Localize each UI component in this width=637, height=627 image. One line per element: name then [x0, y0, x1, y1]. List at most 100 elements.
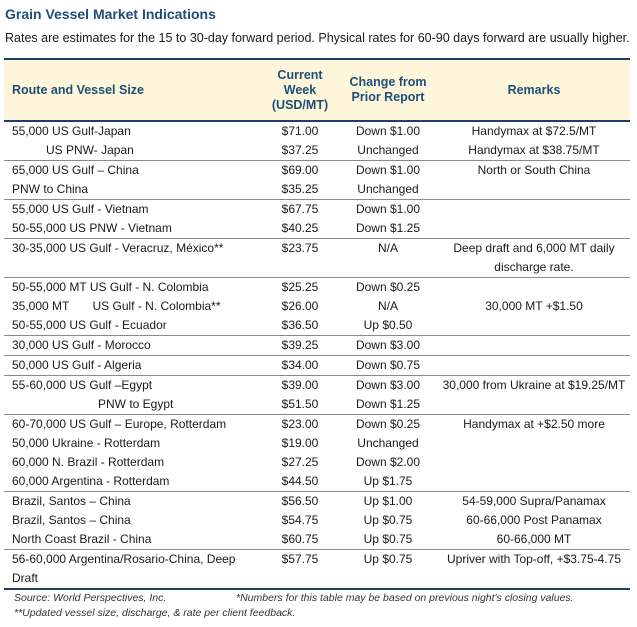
price-cell: $71.00 — [262, 120, 338, 141]
table-row: 60,000 Argentina - Rotterdam $44.50 Up $1.… — [4, 472, 630, 492]
route-cell: 60-70,000 US Gulf – Europe, Rotterdam — [4, 414, 262, 434]
route-cell: 55,000 US Gulf - Vietnam — [4, 199, 262, 219]
table-row: 60,000 N. Brazil - Rotterdam $27.25 Down $… — [4, 453, 630, 472]
footer-source: Source: World Perspectives, Inc. — [14, 592, 167, 604]
remark-cell: 30,000 from Ukraine at $19.25/MT — [438, 375, 630, 395]
remark-cell — [438, 316, 630, 336]
route-cell: 60,000 N. Brazil - Rotterdam — [12, 455, 165, 469]
remark-cell — [438, 453, 630, 472]
header-current-week: Current Week (USD/MT) — [262, 58, 338, 122]
price-cell: $69.00 — [262, 160, 338, 180]
remark-cell: Handymax at +$2.50 more — [438, 414, 630, 434]
price-cell: $19.00 — [281, 436, 319, 450]
route-cell: 35,000 MT US Gulf - N. Colombia** — [12, 299, 221, 313]
price-cell: $23.00 — [262, 414, 338, 434]
change-cell: Down $3.00 — [338, 375, 438, 395]
change-cell: Down $1.00 — [338, 160, 438, 180]
price-cell: $39.25 — [262, 335, 338, 356]
footer-note-2: **Updated vessel size, discharge, & rate… — [14, 607, 296, 619]
table-row: 50,000 US Gulf - Algeria $34.00 Down $0.75 — [4, 355, 630, 376]
change-cell: Up $0.75 — [363, 513, 413, 527]
table-row: 55-60,000 US Gulf –Egypt $39.00 Down $3.00… — [4, 375, 630, 395]
price-cell: $27.25 — [281, 455, 319, 469]
table-row: 60-70,000 US Gulf – Europe, Rotterdam $23… — [4, 414, 630, 434]
header-change: Change from Prior Report — [338, 58, 438, 122]
price-cell: $26.00 — [281, 299, 319, 313]
route-cell: PNW to Egypt — [98, 397, 174, 411]
change-cell: Down $1.25 — [355, 397, 421, 411]
header-route: Route and Vessel Size — [4, 58, 262, 122]
table-row: 30,000 US Gulf - Morocco $39.25 Down $3.00 — [4, 335, 630, 356]
table-row: 50-55,000 MT US Gulf - N. Colombia $25.25… — [4, 277, 630, 297]
price-cell: $35.25 — [281, 182, 319, 196]
price-cell: $40.25 — [281, 221, 319, 235]
footer-note-1: *Numbers for this table may be based on … — [236, 592, 574, 604]
change-cell: Up $0.75 — [363, 532, 413, 546]
price-cell: $67.75 — [262, 199, 338, 219]
table-row: 56-60,000 Argentina/Rosario-China, Deep … — [4, 549, 630, 590]
page-title: Grain Vessel Market Indications — [5, 6, 216, 22]
route-cell: 50,000 Ukraine - Rotterdam — [12, 436, 161, 450]
price-cell: $60.75 — [281, 532, 319, 546]
remark-cell: 54-59,000 Supra/Panamax — [438, 491, 630, 511]
route-cell: 30-35,000 US Gulf - Veracruz, México** — [4, 238, 262, 278]
route-cell: PNW to China — [12, 182, 89, 196]
remark-cell — [438, 199, 630, 219]
route-cell: 50,000 US Gulf - Algeria — [4, 355, 262, 376]
route-cell: 50-55,000 MT US Gulf - N. Colombia — [4, 277, 262, 297]
table-header-row: Route and Vessel Size Current Week (USD/… — [4, 58, 630, 122]
remark-cell — [438, 335, 630, 356]
route-cell: US PNW- Japan — [46, 143, 134, 157]
table-row: 50-55,000 US PNW - Vietnam $40.25 Down $1.… — [4, 219, 630, 239]
change-cell: Unchanged — [357, 436, 419, 450]
price-cell: $56.50 — [262, 491, 338, 511]
rates-table-wrapper: Route and Vessel Size Current Week (USD/… — [4, 58, 630, 590]
change-cell: Down $1.00 — [338, 120, 438, 141]
table-row: 55,000 US Gulf - Vietnam $67.75 Down $1.00 — [4, 199, 630, 219]
price-cell: $44.50 — [281, 474, 319, 488]
table-row: 50-55,000 US Gulf - Ecuador $36.50 Up $0.5… — [4, 316, 630, 336]
table-row: Brazil, Santos – China $54.75 Up $0.75 60-6… — [4, 511, 630, 530]
route-cell: 55-60,000 US Gulf –Egypt — [4, 375, 262, 395]
remark-cell: Upriver with Top-off, +$3.75-4.75 — [438, 549, 630, 590]
footer-line-1: Source: World Perspectives, Inc. *Number… — [14, 592, 574, 604]
route-cell: 56-60,000 Argentina/Rosario-China, Deep … — [4, 549, 262, 590]
route-cell: Brazil, Santos – China — [12, 513, 131, 527]
remark-cell: 30,000 MT +$1.50 — [485, 299, 583, 313]
remark-cell: Handymax at $72.5/MT — [438, 120, 630, 141]
price-cell: $25.25 — [262, 277, 338, 297]
remark-cell: North or South China — [438, 160, 630, 180]
route-cell: 50-55,000 US Gulf - Ecuador — [12, 318, 167, 332]
remark-cell — [438, 395, 630, 415]
remark-cell — [438, 355, 630, 376]
change-cell: Up $1.75 — [363, 474, 413, 488]
change-cell: Unchanged — [357, 143, 419, 157]
remark-cell: 60-66,000 Post Panamax — [466, 513, 602, 527]
change-cell: Unchanged — [357, 182, 419, 196]
price-cell: $54.75 — [281, 513, 319, 527]
table-row: Brazil, Santos – China $56.50 Up $1.00 54-5… — [4, 491, 630, 511]
route-cell: 60,000 Argentina - Rotterdam — [12, 474, 170, 488]
price-cell: $57.75 — [262, 549, 338, 590]
table-row: 30-35,000 US Gulf - Veracruz, México** $2… — [4, 238, 630, 278]
change-cell: Down $2.00 — [355, 455, 421, 469]
change-cell: N/A — [377, 299, 398, 313]
subtitle: Rates are estimates for the 15 to 30-day… — [5, 31, 630, 45]
remark-cell: Deep draft and 6,000 MT daily discharge … — [438, 238, 630, 278]
route-cell: 30,000 US Gulf - Morocco — [4, 335, 262, 356]
remark-cell — [438, 219, 630, 239]
header-remarks: Remarks — [438, 58, 630, 122]
route-cell: 50-55,000 US PNW - Vietnam — [12, 221, 172, 235]
table-body: 55,000 US Gulf-Japan $71.00 Down $1.00 Hand… — [4, 120, 630, 590]
route-cell: 65,000 US Gulf – China — [4, 160, 262, 180]
change-cell: Up $0.50 — [363, 318, 413, 332]
table-row: PNW to China $35.25 Unchanged — [4, 180, 630, 200]
change-cell: Down $3.00 — [338, 335, 438, 356]
route-cell: Brazil, Santos – China — [4, 491, 262, 511]
change-cell: N/A — [338, 238, 438, 278]
route-cell: North Coast Brazil - China — [12, 532, 152, 546]
rates-table: Route and Vessel Size Current Week (USD/… — [4, 58, 630, 590]
price-cell: $34.00 — [262, 355, 338, 376]
price-cell: $51.50 — [281, 397, 319, 411]
footer-line-2: **Updated vessel size, discharge, & rate… — [14, 607, 295, 619]
